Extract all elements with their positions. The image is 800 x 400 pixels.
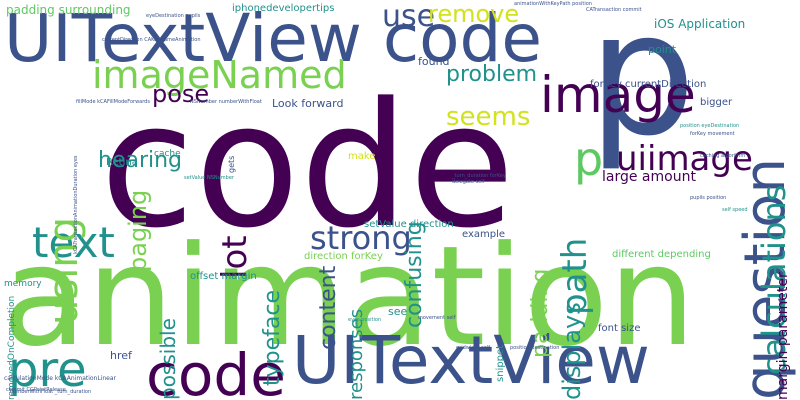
cloud-word: fillMode kCAFillModeForwards (76, 99, 150, 105)
cloud-word: calculationMode kCAAnimationLinear (4, 375, 117, 382)
cloud-word: code (146, 341, 286, 400)
cloud-word: CATransaction commit (586, 7, 642, 13)
cloud-word: position destination (510, 345, 560, 351)
cloud-word: different depending (612, 249, 711, 260)
cloud-word: forKey currentDirection (590, 79, 707, 90)
cloud-word: possible (156, 318, 180, 400)
cloud-word: typeface (260, 289, 285, 386)
cloud-word: eyes position (348, 317, 382, 323)
cloud-word: margin parameter (775, 272, 791, 400)
cloud-word: p (574, 132, 604, 186)
cloud-word: bigger (700, 97, 733, 108)
cloud-word: paging (124, 189, 152, 272)
cloud-word: content (316, 265, 341, 350)
cloud-word: displays (558, 302, 586, 400)
cloud-word: make (348, 151, 376, 162)
cloud-word: iphonedevelopertips (232, 3, 335, 14)
cloud-word: setValue NSNumber (184, 175, 234, 181)
cloud-word: removedOnCompletion (7, 295, 17, 400)
cloud-word: confusing (402, 221, 427, 328)
cloud-word: kCATransactionAnimationDuration eyes (73, 155, 79, 254)
cloud-word: cache (154, 149, 181, 159)
cloud-word: pose (152, 80, 210, 108)
cloud-word: gridwidth self (456, 345, 490, 351)
cloud-word: eyeDestination pupils (146, 13, 201, 19)
cloud-word: animationWithKeyPath position (514, 1, 592, 7)
cloud-word: offset margin (190, 271, 257, 282)
cloud-word: pre (8, 342, 87, 398)
cloud-word: example (462, 229, 506, 240)
cloud-word: caching algorithm (700, 153, 746, 159)
cloud-word: self speed (722, 207, 748, 213)
cloud-word: strong (310, 219, 412, 257)
cloud-word: Retina (106, 157, 138, 168)
cloud-word: uiimage (616, 139, 753, 179)
cloud-word: iOS Application (654, 17, 746, 31)
cloud-word: forKey movement (690, 131, 735, 137)
cloud-word: p (588, 0, 696, 174)
cloud-word: NSNumber numberWithFloat (190, 99, 262, 105)
cloud-word: code (100, 65, 515, 266)
cloud-word: animation (2, 216, 696, 377)
cloud-word: point (648, 43, 677, 56)
cloud-word: UITextView code (4, 0, 543, 77)
cloud-word: gets (227, 155, 236, 173)
cloud-word: delegate self (452, 179, 485, 185)
cloud-word: font size (598, 323, 641, 334)
cloud-word: commit CGPointRelease (6, 387, 66, 393)
cloud-word: UITextView (292, 322, 650, 399)
cloud-word: text (32, 218, 115, 267)
cloud-word: snippet (495, 344, 506, 382)
cloud-word: numberWithFloat _turn_duration (10, 389, 92, 395)
cloud-word: hearing (98, 148, 183, 173)
cloud-word: setValue direction (364, 219, 454, 230)
cloud-word: _turn_duration forKey (452, 173, 506, 179)
cloud-word: image (540, 66, 696, 124)
cloud-word: seems (446, 102, 531, 132)
cloud-word: padding surrounding (6, 3, 131, 17)
cloud-word: direction forKey (304, 251, 383, 262)
cloud-word: large amount (602, 169, 696, 185)
cloud-word: memory (4, 279, 42, 289)
cloud-word: pupils position (690, 195, 727, 201)
cloud-word: remove (428, 0, 520, 28)
cloud-word: movement self (418, 315, 456, 321)
cloud-word: currentDirection CAKeyframeAnimation (102, 37, 201, 43)
cloud-word: Look forward (272, 97, 344, 110)
cloud-word: position eyeDestination (680, 123, 740, 129)
cloud-word: imageNamed (92, 53, 347, 97)
cloud-word: problem (446, 62, 538, 87)
cloud-word: use (382, 0, 436, 34)
cloud-word: found (418, 55, 450, 68)
cloud-word: href (110, 349, 132, 362)
cloud-word: see (388, 305, 408, 318)
